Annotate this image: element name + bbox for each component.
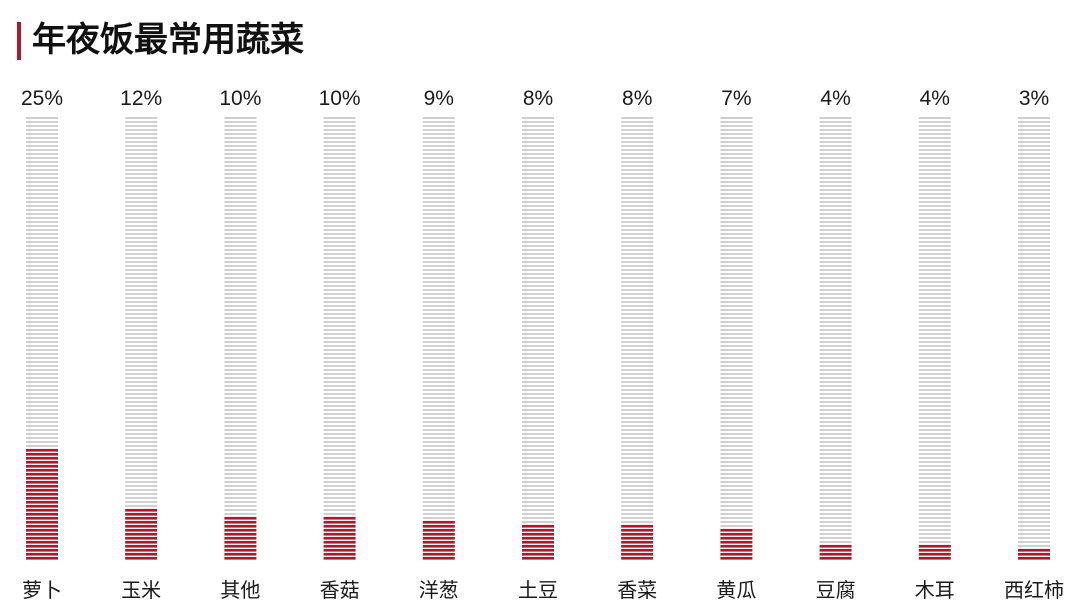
bar-column-10: 3% 西红柿: [1004, 87, 1064, 602]
value-label: 9%: [424, 87, 454, 110]
bar-track: [720, 117, 753, 527]
value-label: 10%: [319, 87, 361, 110]
bar: [26, 449, 58, 560]
value-label: 8%: [622, 87, 652, 110]
bar: [621, 525, 654, 560]
category-label: 豆腐: [816, 578, 856, 602]
bar: [422, 521, 455, 560]
bar-track: [819, 117, 852, 543]
bar-track: [621, 117, 654, 523]
bar-track: [1018, 117, 1050, 547]
category-label: 西红柿: [1004, 578, 1064, 602]
bar-track: [125, 117, 158, 507]
bar-track: [422, 117, 455, 519]
category-label: 黄瓜: [716, 578, 756, 602]
bar-column-4: 9% 洋葱: [419, 87, 459, 602]
bar-track: [323, 117, 356, 515]
value-label: 4%: [820, 87, 850, 110]
bar: [720, 529, 753, 560]
value-label: 25%: [21, 87, 63, 110]
bar-column-3: 10% 香菇: [319, 87, 361, 602]
bar: [918, 545, 951, 560]
category-label: 木耳: [915, 578, 955, 602]
category-label: 土豆: [518, 578, 558, 602]
category-label: 香菇: [320, 578, 360, 602]
bar-column-6: 8% 香菜: [617, 87, 657, 602]
bar: [224, 517, 257, 560]
value-label: 12%: [120, 87, 162, 110]
bar-track: [522, 117, 554, 523]
bar-track: [26, 117, 58, 447]
bar-column-1: 12% 玉米: [120, 87, 162, 602]
bar: [323, 517, 356, 560]
bar-track: [918, 117, 951, 543]
bar-column-0: 25% 萝卜: [21, 87, 63, 602]
category-label: 香菜: [617, 578, 657, 602]
category-label: 萝卜: [22, 578, 62, 602]
bar: [819, 545, 852, 560]
chart-title: 年夜饭最常用蔬菜: [32, 20, 304, 60]
bar-column-5: 8% 土豆: [518, 87, 558, 602]
bar-column-8: 4% 豆腐: [816, 87, 856, 602]
category-label: 其他: [220, 578, 260, 602]
bar: [125, 509, 158, 560]
category-label: 洋葱: [419, 578, 459, 602]
bar-column-2: 10% 其他: [219, 87, 261, 602]
value-label: 4%: [920, 87, 950, 110]
value-label: 3%: [1019, 87, 1049, 110]
bar-column-7: 7% 黄瓜: [716, 87, 756, 602]
value-label: 10%: [219, 87, 261, 110]
category-label: 玉米: [121, 578, 161, 602]
bar-column-9: 4% 木耳: [915, 87, 955, 602]
value-label: 7%: [721, 87, 751, 110]
title-accent-bar: [17, 22, 21, 60]
value-label: 8%: [523, 87, 553, 110]
bar: [522, 525, 554, 560]
bar-track: [224, 117, 257, 515]
bar: [1018, 549, 1050, 560]
